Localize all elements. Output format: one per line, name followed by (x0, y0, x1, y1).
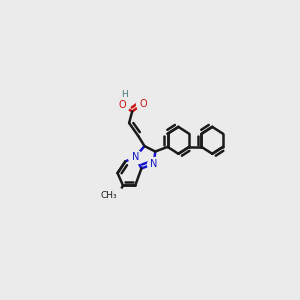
Text: O: O (118, 100, 126, 110)
Text: H: H (121, 90, 128, 99)
Text: N: N (132, 152, 139, 162)
Text: N: N (150, 159, 158, 169)
Text: O: O (139, 99, 147, 109)
Text: CH₃: CH₃ (100, 191, 117, 200)
